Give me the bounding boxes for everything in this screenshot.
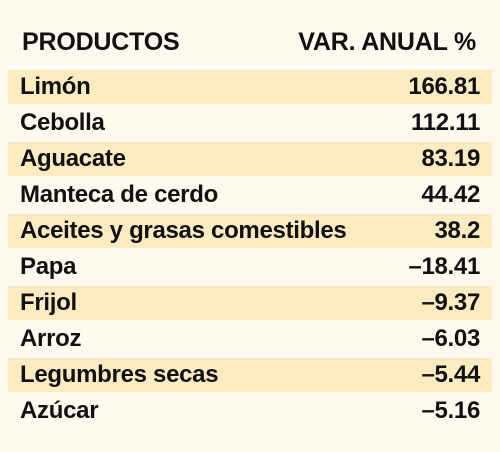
product-name: Aceites y grasas comestibles xyxy=(20,217,347,244)
column-header-products: PRODUCTOS xyxy=(22,27,180,56)
product-name: Cebolla xyxy=(20,109,105,136)
table-row: Manteca de cerdo 44.42 xyxy=(8,178,492,212)
table-row: Arroz –6.03 xyxy=(8,322,492,356)
column-header-annual-change: VAR. ANUAL % xyxy=(298,27,476,56)
product-name: Azúcar xyxy=(20,397,99,424)
table-body: Limón 166.81 Cebolla 112.11 Aguacate 83.19 Man… xyxy=(8,70,492,428)
product-name: Frijol xyxy=(20,289,77,316)
annual-change-value: 44.42 xyxy=(421,181,480,208)
annual-change-value: –5.16 xyxy=(421,397,480,424)
table-row: Papa –18.41 xyxy=(8,250,492,284)
data-table: PRODUCTOS VAR. ANUAL % Limón 166.81 Ceboll… xyxy=(8,18,492,430)
annual-change-value: –9.37 xyxy=(421,289,480,316)
table-row: Legumbres secas –5.44 xyxy=(8,358,492,392)
annual-change-value: –18.41 xyxy=(408,253,480,280)
header-divider xyxy=(8,66,492,68)
table-row: Frijol –9.37 xyxy=(8,286,492,320)
annual-change-value: –6.03 xyxy=(421,325,480,352)
product-name: Papa xyxy=(20,253,77,280)
table-row: Aguacate 83.19 xyxy=(8,142,492,176)
product-name: Legumbres secas xyxy=(20,361,219,388)
annual-change-value: –5.44 xyxy=(421,361,480,388)
table-row: Limón 166.81 xyxy=(8,70,492,104)
product-name: Limón xyxy=(20,73,91,100)
table-row: Aceites y grasas comestibles 38.2 xyxy=(8,214,492,248)
product-name: Arroz xyxy=(20,325,82,352)
product-name: Manteca de cerdo xyxy=(20,181,218,208)
annual-change-value: 83.19 xyxy=(421,145,480,172)
table-row: Azúcar –5.16 xyxy=(8,394,492,428)
annual-change-value: 166.81 xyxy=(408,73,480,100)
product-name: Aguacate xyxy=(20,145,126,172)
table-row: Cebolla 112.11 xyxy=(8,106,492,140)
annual-change-value: 38.2 xyxy=(434,217,480,244)
table-header: PRODUCTOS VAR. ANUAL % xyxy=(8,18,492,66)
annual-change-value: 112.11 xyxy=(411,109,480,136)
